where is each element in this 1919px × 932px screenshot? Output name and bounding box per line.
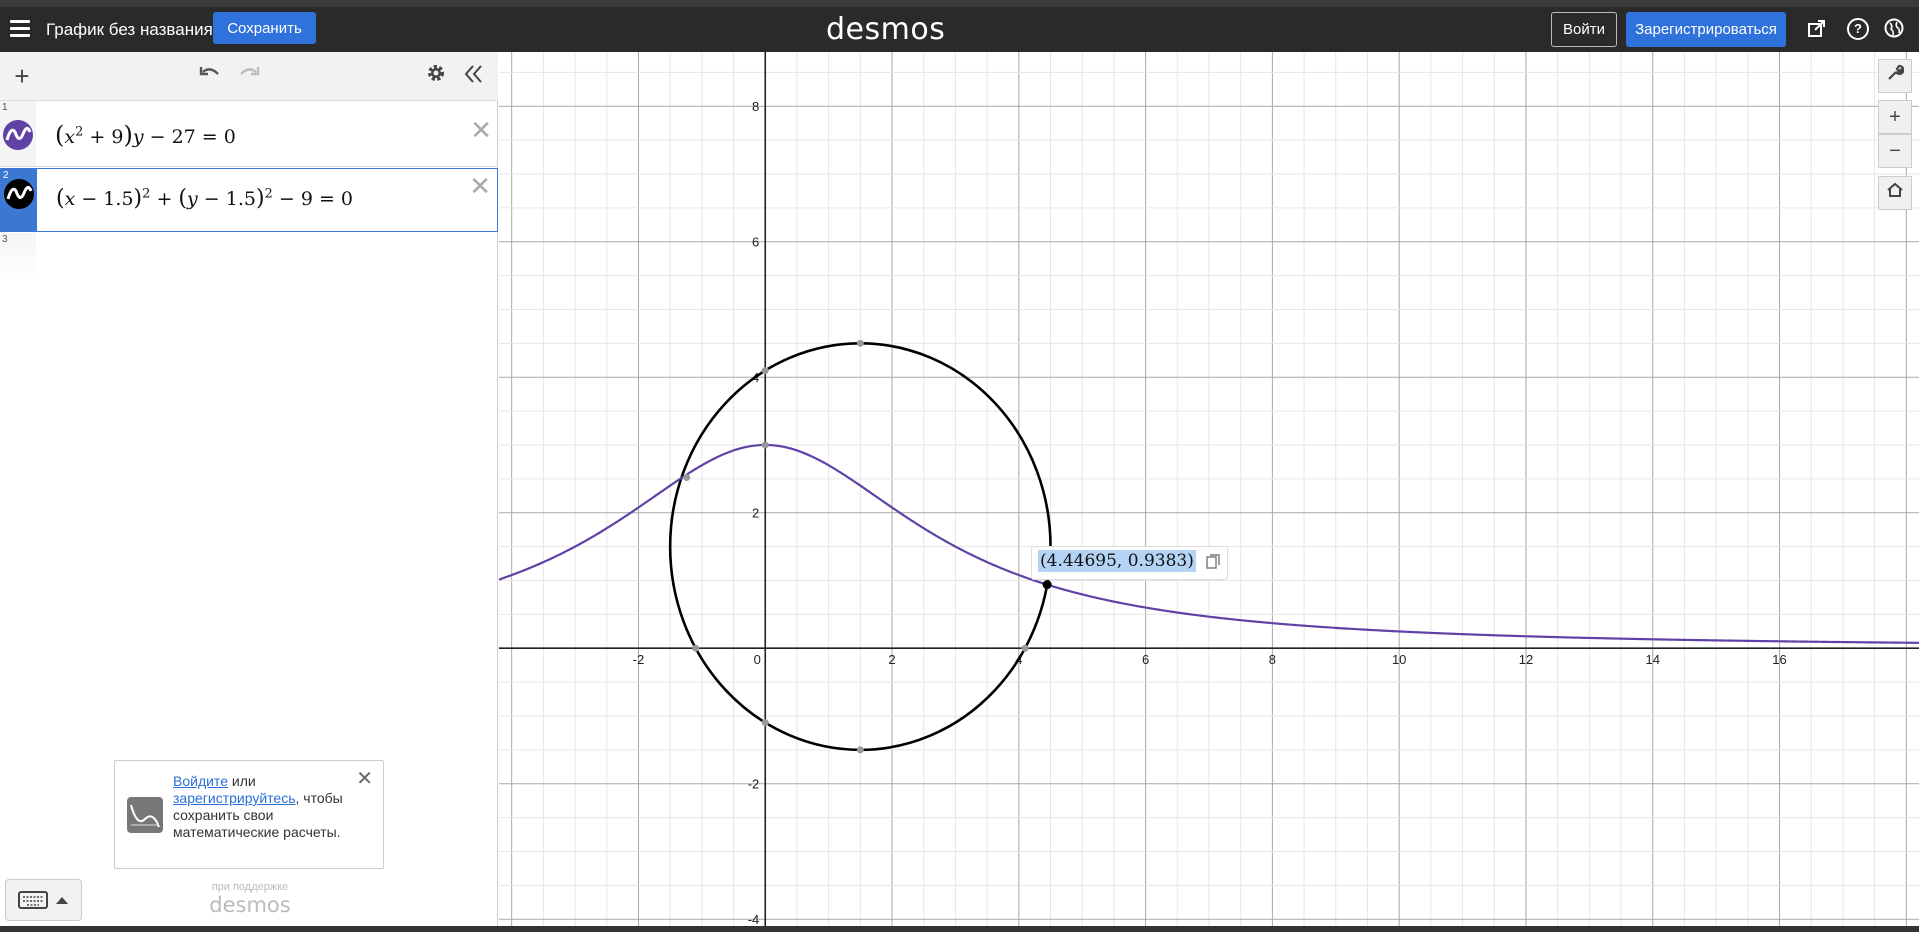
home-view-icon[interactable] [1878,176,1912,210]
point-of-interest [683,473,691,481]
language-icon[interactable] [1883,18,1905,40]
taskbar-strip [0,926,1919,932]
graph-style-icon[interactable] [3,120,33,150]
desmos-logo-small: desmos [209,893,291,917]
expression-gutter: 2 [1,169,37,231]
collapse-panel-icon[interactable] [459,62,487,93]
point-coordinate-label[interactable]: (4.44695, 0.9383) [1031,546,1229,580]
save-button[interactable]: Сохранить [213,12,316,44]
menu-icon[interactable] [10,20,32,38]
x-tick-label: -2 [633,652,645,667]
signup-button[interactable]: Зарегистрироваться [1626,12,1786,47]
y-tick-label: 2 [752,506,759,521]
gear-icon[interactable] [422,62,450,91]
expression-row-3[interactable]: 3 [0,233,498,281]
y-tick-label: -4 [748,912,760,926]
redo-icon[interactable] [235,62,263,93]
graph-title[interactable]: График без названия [46,20,213,39]
top-bar: График без названия Сохранить desmos Вой… [0,7,1919,52]
point-of-interest [761,719,769,727]
help-icon[interactable]: ? [1847,18,1869,40]
y-tick-label: 6 [752,235,759,250]
window-top-strip [0,0,1919,7]
share-icon[interactable] [1806,18,1828,40]
login-button[interactable]: Войти [1551,12,1617,47]
expression-gutter: 3 [0,233,36,281]
signup-link[interactable]: зарегистрируйтесь [173,790,296,806]
graph-settings-wrench-icon[interactable] [1878,59,1912,93]
expression-list-panel: + 1 (x2 + 9)y − 27 = 0 ✕ 2 ( [0,52,498,926]
x-tick-label: 14 [1646,652,1660,667]
copy-icon[interactable] [1205,553,1221,570]
y-tick-label: -2 [748,777,760,792]
delete-expression-icon[interactable]: ✕ [469,171,491,201]
x-tick-label: 8 [1269,652,1276,667]
x-tick-label: 10 [1392,652,1406,667]
graph-paper[interactable]: -2 0 2 4 6 8 10 12 14 16 -4 -2 2 4 6 8 + − [498,52,1919,927]
point-of-interest [761,441,769,449]
x-tick-label: 12 [1519,652,1533,667]
selected-point [1042,580,1052,590]
x-tick-label: 0 [754,652,761,667]
witch-curve [498,443,1919,644]
expression-index: 1 [2,102,8,113]
close-icon[interactable]: ✕ [356,768,373,790]
x-tick-label: 2 [888,652,895,667]
delete-expression-icon[interactable]: ✕ [470,115,492,145]
login-link[interactable]: Войдите [173,773,228,789]
powered-by: при поддержке desmos [190,881,310,917]
expression-gutter: 1 [0,101,36,166]
point-of-interest [856,746,864,754]
expression-row-2[interactable]: 2 (x − 1.5)2 + (y − 1.5)2 − 9 = 0 ✕ [0,168,498,232]
point-of-interest [856,339,864,347]
graph-thumbnail-icon [127,797,163,833]
x-tick-label: 16 [1772,652,1786,667]
expression-row-1[interactable]: 1 (x2 + 9)y − 27 = 0 ✕ [0,101,498,167]
undo-icon[interactable] [196,62,224,93]
expression-math[interactable]: (x − 1.5)2 + (y − 1.5)2 − 9 = 0 [56,186,354,211]
y-tick-label: 8 [752,99,759,114]
signup-promo: Войдите или зарегистрируйтесь, чтобы сох… [114,760,384,869]
expression-toolbar: + [0,52,498,101]
expression-math[interactable]: (x2 + 9)y − 27 = 0 [55,121,236,149]
add-expression-icon[interactable]: + [14,61,30,91]
desmos-logo: desmos [826,12,946,47]
graph-style-icon[interactable] [4,179,34,209]
keyboard-toggle-button[interactable] [5,879,82,921]
zoom-in-icon[interactable]: + [1878,100,1912,134]
expression-index: 3 [2,234,8,245]
x-tick-label: 6 [1142,652,1149,667]
point-of-interest [692,644,700,652]
point-coordinates: (4.44695, 0.9383) [1038,550,1196,572]
zoom-out-icon[interactable]: − [1878,134,1912,168]
promo-text: Войдите или зарегистрируйтесь, чтобы сох… [173,773,343,840]
point-of-interest [1021,644,1029,652]
point-of-interest [761,367,769,375]
expression-index: 2 [3,170,9,181]
